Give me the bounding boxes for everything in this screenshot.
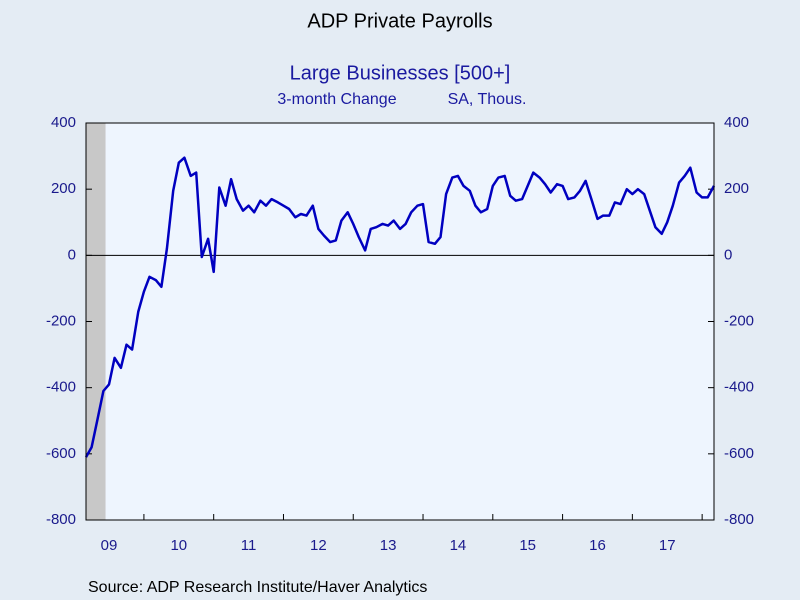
x-tick-label: 17 [659,537,676,554]
y2-tick-label: 0 [724,246,732,263]
source-note: Source: ADP Research Institute/Haver Ana… [88,579,427,596]
chart-subtitle: Large Businesses [500+] [290,62,511,84]
y2-tick-label: 400 [724,114,749,131]
y2-tick-label: -200 [724,312,754,329]
plot-border [85,122,715,521]
y-tick-label: -800 [46,511,76,528]
recession-shade [86,123,106,520]
y2-tick-label: 200 [724,180,749,197]
y-tick-label: 0 [68,246,76,263]
x-tick-label: 15 [519,537,536,554]
x-tick-label: 14 [450,537,467,554]
y2-tick-label: -800 [724,511,754,528]
x-tick-label: 13 [380,537,397,554]
units-label: SA, Thous. [448,91,527,108]
x-tick-label: 12 [310,537,327,554]
x-tick-label: 11 [241,537,257,554]
y-tick-label: -600 [46,445,76,462]
x-tick-label: 10 [170,537,187,554]
y-tick-label: -400 [46,379,76,396]
y-tick-label: -200 [46,312,76,329]
y2-tick-label: -600 [724,445,754,462]
x-tick-label: 09 [101,537,118,554]
y-tick-label: 200 [51,180,76,197]
y-axis-label: 3-month Change [277,91,396,108]
series-line [84,156,716,458]
y2-tick-label: -400 [724,379,754,396]
y-tick-label: 400 [51,114,76,131]
plot-area [86,123,714,520]
x-tick-label: 16 [589,537,606,554]
chart-title: ADP Private Payrolls [307,10,492,32]
